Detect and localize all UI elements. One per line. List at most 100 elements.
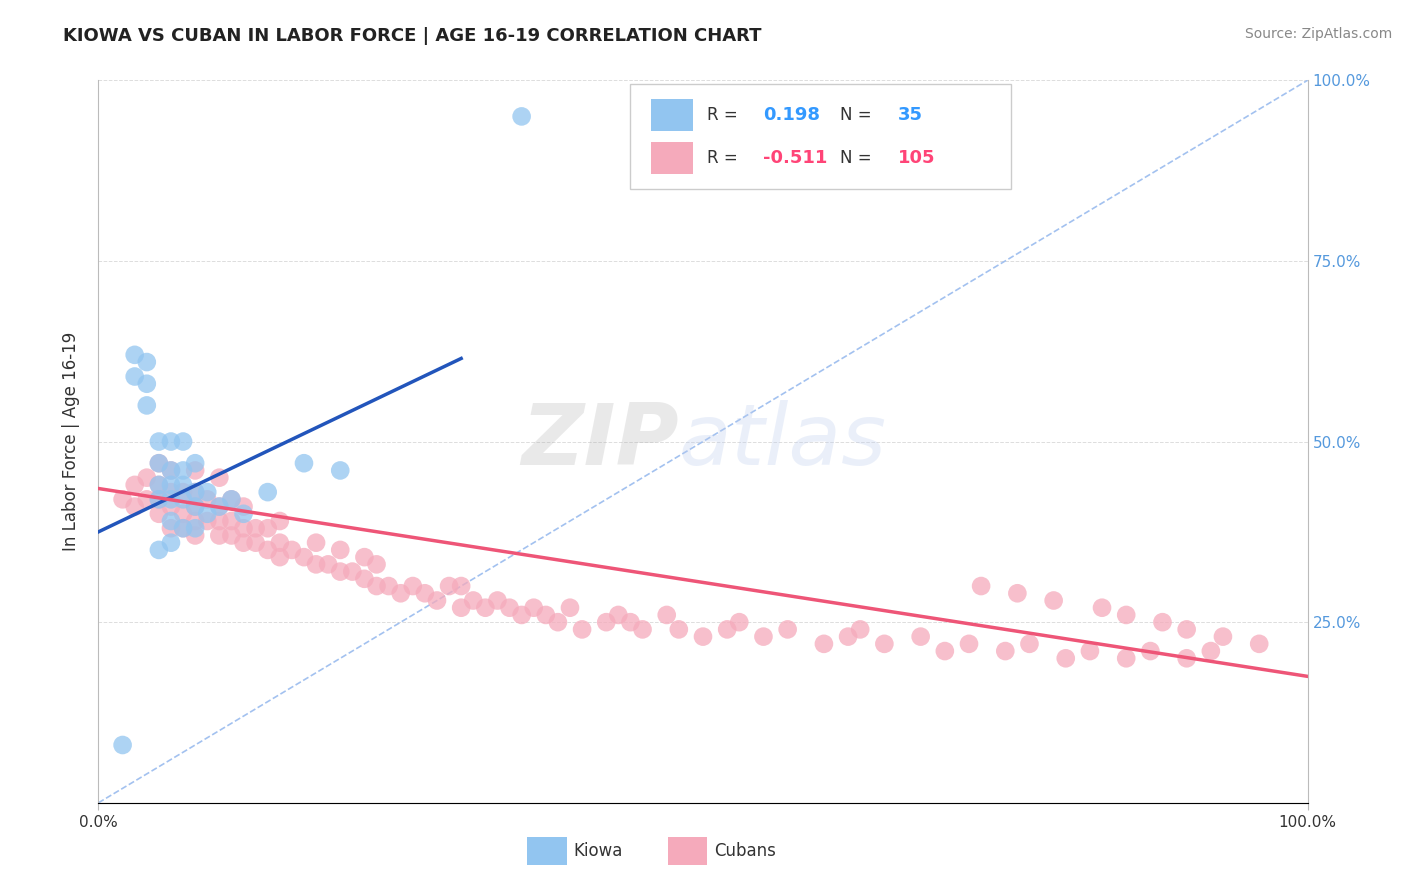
Point <box>160 434 183 449</box>
Point <box>668 623 690 637</box>
Point <box>172 521 194 535</box>
Text: N =: N = <box>839 149 876 167</box>
Point <box>135 398 157 412</box>
Point <box>208 528 231 542</box>
Text: Cubans: Cubans <box>714 842 776 860</box>
Text: R =: R = <box>707 149 742 167</box>
Point <box>631 623 654 637</box>
Text: N =: N = <box>839 106 876 124</box>
Point <box>184 463 207 477</box>
Point <box>437 579 460 593</box>
Point <box>873 637 896 651</box>
Point <box>195 492 218 507</box>
Point <box>148 478 170 492</box>
Point <box>184 485 207 500</box>
Point <box>463 593 485 607</box>
Point <box>486 593 509 607</box>
Point <box>172 463 194 477</box>
Point <box>160 463 183 477</box>
Point <box>994 644 1017 658</box>
Point <box>208 500 231 514</box>
Point <box>148 492 170 507</box>
Point <box>148 507 170 521</box>
Point <box>232 521 254 535</box>
Point <box>389 586 412 600</box>
Point <box>426 593 449 607</box>
Point <box>1175 651 1198 665</box>
Text: ZIP: ZIP <box>522 400 679 483</box>
Point <box>232 500 254 514</box>
Point <box>232 535 254 549</box>
Point <box>329 565 352 579</box>
Point <box>558 600 581 615</box>
Point <box>292 456 315 470</box>
Point <box>148 542 170 557</box>
Point <box>1199 644 1222 658</box>
FancyBboxPatch shape <box>651 142 693 174</box>
Point <box>450 579 472 593</box>
Text: 105: 105 <box>897 149 935 167</box>
Point <box>195 485 218 500</box>
Point <box>160 485 183 500</box>
Point <box>1091 600 1114 615</box>
Point <box>1054 651 1077 665</box>
Point <box>184 521 207 535</box>
Text: KIOWA VS CUBAN IN LABOR FORCE | AGE 16-19 CORRELATION CHART: KIOWA VS CUBAN IN LABOR FORCE | AGE 16-1… <box>63 27 762 45</box>
Point <box>1152 615 1174 630</box>
Point <box>184 514 207 528</box>
Point <box>523 600 546 615</box>
Point <box>305 535 328 549</box>
Point <box>184 485 207 500</box>
Point <box>957 637 980 651</box>
Point <box>366 558 388 572</box>
Point <box>547 615 569 630</box>
Point <box>148 478 170 492</box>
Point <box>148 434 170 449</box>
Point <box>571 623 593 637</box>
Point <box>716 623 738 637</box>
Point <box>221 492 243 507</box>
Text: atlas: atlas <box>679 400 887 483</box>
Text: -0.511: -0.511 <box>763 149 828 167</box>
Y-axis label: In Labor Force | Age 16-19: In Labor Force | Age 16-19 <box>62 332 80 551</box>
Point <box>256 485 278 500</box>
Point <box>655 607 678 622</box>
Point <box>160 500 183 514</box>
Point <box>837 630 859 644</box>
Point <box>184 500 207 514</box>
Point <box>1018 637 1040 651</box>
Point <box>160 478 183 492</box>
Point <box>402 579 425 593</box>
Point <box>148 456 170 470</box>
Point <box>184 528 207 542</box>
Point <box>124 478 146 492</box>
Point <box>160 492 183 507</box>
FancyBboxPatch shape <box>630 84 1011 189</box>
Point <box>172 434 194 449</box>
Point <box>934 644 956 658</box>
Point <box>776 623 799 637</box>
Point <box>208 500 231 514</box>
Point <box>342 565 364 579</box>
Point <box>910 630 932 644</box>
Text: 35: 35 <box>897 106 922 124</box>
Point <box>221 492 243 507</box>
Point <box>1212 630 1234 644</box>
FancyBboxPatch shape <box>651 99 693 131</box>
Point <box>498 600 520 615</box>
Point <box>160 514 183 528</box>
Point <box>221 514 243 528</box>
Point <box>269 550 291 565</box>
Point <box>208 470 231 484</box>
Point <box>1042 593 1064 607</box>
Point <box>172 492 194 507</box>
Point <box>148 456 170 470</box>
Point <box>256 521 278 535</box>
Point <box>1078 644 1101 658</box>
Point <box>195 514 218 528</box>
Text: Kiowa: Kiowa <box>574 842 623 860</box>
Point <box>353 572 375 586</box>
Point <box>124 369 146 384</box>
Point <box>728 615 751 630</box>
Point <box>607 607 630 622</box>
